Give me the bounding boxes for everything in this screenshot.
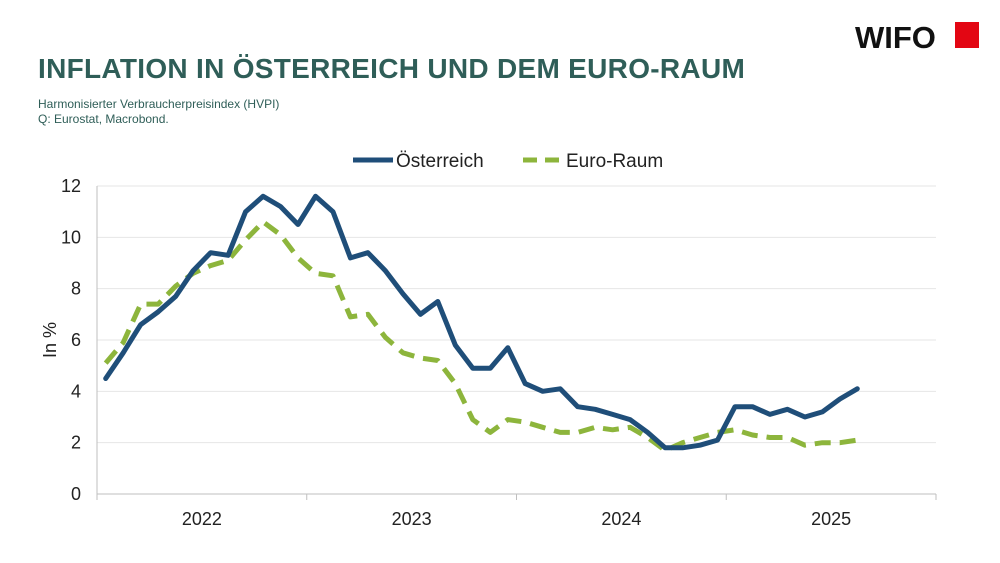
x-tick-label: 2024 bbox=[601, 509, 641, 529]
grid-lines bbox=[97, 185, 936, 444]
y-axis-label: In % bbox=[40, 322, 60, 358]
x-tick-label: 2025 bbox=[811, 509, 851, 529]
series bbox=[103, 193, 860, 453]
axes: 0 2 4 6 8 10 12 2022 2023 2024 2025 bbox=[61, 176, 937, 529]
y-tick-label: 0 bbox=[71, 484, 81, 504]
page-title: INFLATION IN ÖSTERREICH UND DEM EURO-RAU… bbox=[38, 53, 746, 84]
y-tick-label: 6 bbox=[71, 330, 81, 350]
y-tick-label: 12 bbox=[61, 176, 81, 196]
y-tick-label: 8 bbox=[71, 279, 81, 299]
legend-label-oesterreich: Österreich bbox=[396, 151, 484, 172]
x-tick-label: 2022 bbox=[182, 509, 222, 529]
wifo-logo: WIFO bbox=[855, 20, 979, 52]
y-tick-label: 2 bbox=[71, 433, 81, 453]
wifo-logo-square bbox=[955, 22, 979, 48]
subtitle-line-1: Harmonisierter Verbraucherpreisindex (HV… bbox=[38, 97, 280, 111]
legend: Österreich Euro-Raum bbox=[353, 151, 663, 172]
y-tick-label: 10 bbox=[61, 227, 81, 247]
series-line-oesterreich bbox=[103, 193, 860, 451]
legend-label-euro-raum: Euro-Raum bbox=[566, 151, 663, 172]
subtitle: Harmonisierter Verbraucherpreisindex (HV… bbox=[38, 97, 279, 127]
y-tick-label: 4 bbox=[71, 381, 81, 401]
x-tick-label: 2023 bbox=[392, 509, 432, 529]
series-line-euro-raum bbox=[103, 219, 858, 453]
subtitle-line-2: Q: Eurostat, Macrobond. bbox=[38, 112, 169, 126]
wifo-logo-text: WIFO bbox=[855, 20, 936, 52]
